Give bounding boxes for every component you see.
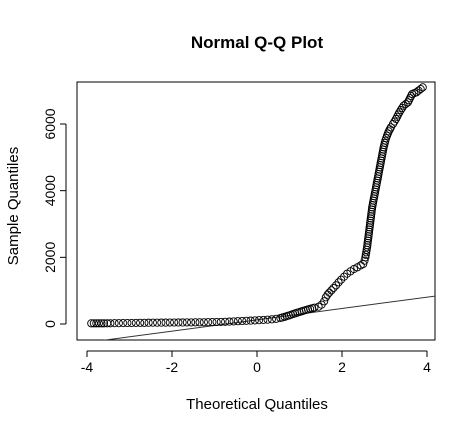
- data-point: [329, 283, 338, 293]
- data-point-fill: [393, 112, 402, 121]
- data-point: [182, 318, 191, 327]
- data-point: [221, 317, 230, 326]
- qq-reference-line: [101, 295, 435, 340]
- data-point: [99, 319, 109, 328]
- data-point-fill: [416, 84, 425, 94]
- data-point: [199, 318, 208, 327]
- data-point: [384, 127, 393, 136]
- plot-area: [87, 83, 435, 340]
- data-point: [242, 316, 251, 325]
- y-tick-label: 0: [42, 320, 58, 328]
- y-tick-label: 2000: [42, 242, 58, 273]
- data-point: [263, 315, 272, 324]
- x-tick-label: -2: [166, 359, 179, 375]
- data-point: [208, 318, 217, 327]
- data-point: [178, 318, 187, 327]
- y-tick-label: 6000: [42, 108, 58, 139]
- data-point: [337, 275, 346, 284]
- data-point: [238, 316, 247, 326]
- data-point: [191, 318, 200, 327]
- data-point: [391, 114, 401, 124]
- data-point: [119, 319, 128, 328]
- chart-title: Normal Q-Q Plot: [191, 33, 324, 52]
- data-point-fill: [404, 96, 413, 105]
- data-point-fill: [97, 319, 106, 328]
- data-point: [246, 316, 255, 325]
- x-tick-label: 0: [253, 359, 261, 375]
- data-point: [195, 318, 204, 327]
- data-point: [216, 317, 225, 326]
- data-point: [170, 318, 179, 327]
- data-point: [140, 318, 149, 327]
- data-point: [131, 318, 140, 327]
- data-point: [127, 318, 136, 328]
- data-point-fill: [396, 106, 405, 115]
- data-point: [110, 319, 119, 328]
- x-tick-label: 2: [338, 359, 346, 375]
- data-point: [327, 286, 336, 295]
- data-point: [187, 318, 196, 327]
- data-point: [153, 318, 162, 327]
- data-point: [144, 318, 153, 327]
- data-point-fill: [405, 94, 415, 103]
- x-axis: -4 -2 0 2 4: [81, 350, 431, 375]
- data-point: [225, 317, 234, 326]
- data-point: [204, 318, 213, 327]
- data-point: [340, 272, 349, 281]
- data-point: [136, 318, 145, 327]
- data-point: [212, 317, 221, 327]
- data-point: [325, 288, 334, 297]
- data-point: [87, 319, 96, 328]
- data-point-fill: [94, 319, 103, 328]
- data-point: [174, 318, 183, 327]
- data-point-fill: [394, 110, 403, 119]
- data-point: [123, 318, 132, 328]
- data-point: [272, 314, 281, 323]
- data-point: [310, 303, 319, 312]
- y-axis-label: Sample Quantiles: [5, 147, 22, 265]
- data-point-fill: [390, 117, 399, 126]
- data-point: [106, 319, 115, 328]
- data-point: [320, 297, 329, 306]
- data-point: [403, 98, 412, 107]
- data-point: [165, 318, 174, 327]
- data-point: [259, 315, 268, 324]
- x-tick-label: -4: [81, 359, 94, 375]
- data-point: [267, 315, 276, 324]
- data-point: [250, 316, 259, 325]
- data-point: [233, 317, 242, 326]
- data-point: [331, 281, 341, 290]
- data-point: [255, 316, 264, 325]
- data-point: [360, 256, 369, 265]
- data-point: [157, 318, 166, 327]
- data-point: [418, 83, 427, 92]
- data-point: [148, 318, 157, 327]
- plot-frame: [76, 81, 436, 341]
- y-tick-label: 4000: [42, 175, 58, 206]
- data-point-fill: [92, 319, 101, 328]
- data-point: [114, 319, 123, 328]
- data-point: [161, 318, 170, 327]
- data-point: [395, 108, 404, 117]
- y-axis: 0 2000 4000 6000: [42, 108, 67, 328]
- x-axis-label: Theoretical Quantiles: [186, 396, 328, 413]
- data-point: [229, 317, 238, 326]
- data-point: [334, 278, 343, 287]
- x-tick-label: 4: [423, 359, 431, 375]
